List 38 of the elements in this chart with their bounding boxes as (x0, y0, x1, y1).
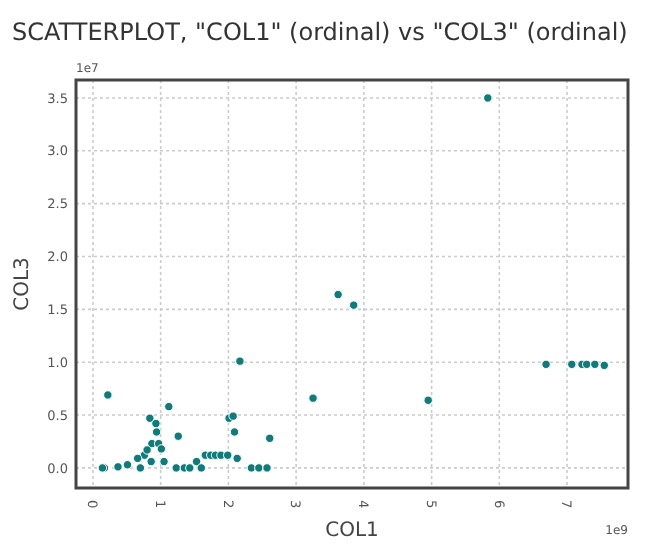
point (173, 431, 183, 441)
point (541, 359, 551, 370)
x-axis-title: COL1 (325, 520, 379, 542)
point (223, 450, 233, 460)
point (145, 413, 155, 423)
point (151, 418, 161, 429)
point (265, 433, 275, 444)
point (599, 360, 609, 371)
point (590, 359, 600, 370)
point (254, 463, 264, 473)
point (348, 300, 359, 310)
point (333, 289, 343, 300)
point (567, 359, 577, 370)
point (135, 463, 146, 473)
point (103, 390, 113, 400)
point (423, 395, 433, 405)
point (164, 401, 174, 412)
point (308, 393, 318, 403)
point (185, 463, 195, 473)
point (113, 462, 123, 472)
point (151, 427, 162, 437)
point (142, 445, 152, 455)
point (262, 463, 272, 473)
point (196, 463, 206, 473)
point (191, 456, 202, 467)
point (235, 356, 245, 366)
point (232, 453, 242, 464)
y-axis-title: COL3 (12, 257, 34, 311)
point (156, 444, 167, 454)
point (159, 456, 169, 467)
point (171, 463, 181, 473)
point (132, 453, 143, 464)
point (122, 460, 133, 470)
point (146, 456, 156, 467)
point (483, 93, 493, 103)
point (229, 427, 240, 437)
point (581, 359, 592, 370)
chart-title: SCATTERPLOT, "COL1" (ordinal) vs "COL3" (ordinal) (12, 18, 628, 46)
